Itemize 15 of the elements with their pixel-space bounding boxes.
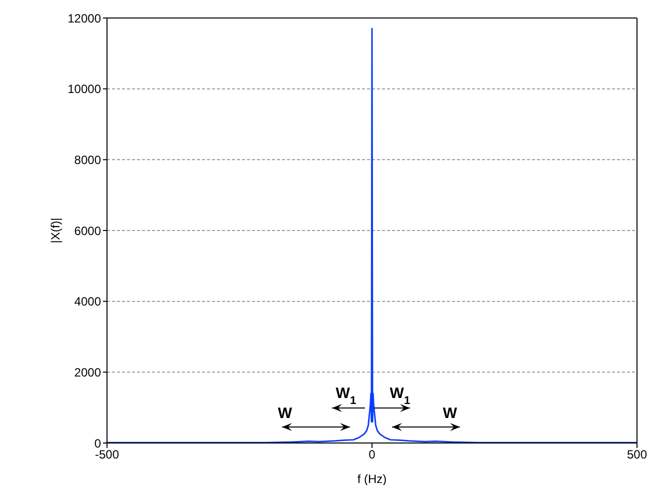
x-tick-label: -500 (94, 448, 120, 462)
annotation: W (442, 405, 458, 422)
y-axis-title: |X(f)| (48, 218, 62, 244)
y-tick-label: 6000 (74, 224, 102, 238)
y-tick-label: 8000 (74, 152, 102, 167)
y-tick-label: 12000 (68, 11, 102, 26)
x-tick-label: 0 (368, 448, 376, 462)
y-tick-label: 4000 (74, 294, 102, 309)
y-tick-label: 0 (94, 436, 102, 450)
y-tick-label: 10000 (68, 82, 102, 96)
annotation: W (278, 405, 293, 422)
x-tick-label: 500 (626, 448, 648, 462)
y-tick-label: 2000 (74, 365, 102, 380)
annotation: W$_{1}$ (390, 385, 410, 407)
annotation: W$_{1}$ (336, 385, 356, 407)
